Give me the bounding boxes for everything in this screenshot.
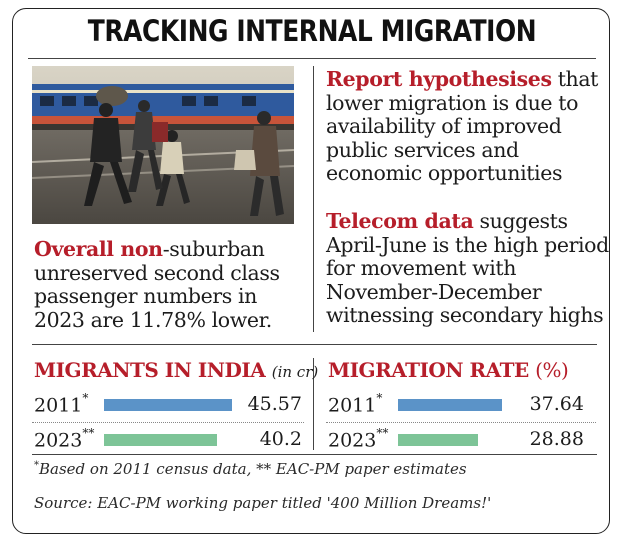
category-label: 2011 <box>34 394 83 417</box>
category-label: 2023 <box>328 429 377 452</box>
footnote-divider <box>32 454 597 455</box>
column-divider-top <box>313 66 314 332</box>
migrants-chart-title-text: MIGRANTS IN INDIA <box>34 358 266 382</box>
section-divider <box>32 344 597 345</box>
category-mark: * <box>376 391 383 405</box>
category-mark: ** <box>376 426 389 440</box>
report-hypothesis-body: that lower migration is due to availabil… <box>326 67 599 185</box>
bar <box>104 399 232 411</box>
migrants-chart-title: MIGRANTS IN INDIA (in cr) <box>34 358 318 382</box>
passenger-statistic-body: -suburban unreserved second class passen… <box>34 237 280 332</box>
telecom-data-lead: Telecom data <box>326 209 474 233</box>
data-label: 45.57 <box>247 393 302 415</box>
passenger-statistic-text: Overall non-suburban unreserved second c… <box>34 237 304 332</box>
photo-illustration <box>32 66 294 224</box>
migration-rate-chart-title-text: MIGRATION RATE <box>328 358 529 382</box>
footnote: *Based on 2011 census data, ** EAC-PM pa… <box>34 460 467 478</box>
report-hypothesis-text: Report hypothesises that lower migration… <box>326 67 616 186</box>
bar-label: 2011* <box>328 391 383 417</box>
bar-label: 2011* <box>34 391 89 417</box>
infographic-frame <box>12 8 610 534</box>
footnote-mark-2: ** <box>256 460 272 478</box>
passenger-statistic-lead: Overall non <box>34 237 163 261</box>
data-label: 40.2 <box>259 428 302 450</box>
source-note: Source: EAC-PM working paper titled '400… <box>34 494 492 512</box>
category-mark: * <box>82 391 89 405</box>
category-label: 2011 <box>328 394 377 417</box>
migration-rate-chart-title: MIGRATION RATE (%) <box>328 358 569 382</box>
footnote-mark-1: * <box>34 460 39 471</box>
bar <box>398 434 478 446</box>
footnote-text-1: Based on 2011 census data, <box>39 460 257 478</box>
bar-label: 2023** <box>34 426 95 452</box>
bar <box>398 399 502 411</box>
row-divider <box>32 422 304 423</box>
column-divider-bottom <box>313 358 314 450</box>
bar-label: 2023** <box>328 426 389 452</box>
page-title: TRACKING INTERNAL MIGRATION <box>87 14 537 48</box>
telecom-data-text: Telecom data suggests April-June is the … <box>326 209 616 328</box>
migrants-chart-unit: (in cr) <box>271 363 319 381</box>
bar <box>104 434 217 446</box>
footnote-text-2: EAC-PM paper estimates <box>271 460 467 478</box>
category-label: 2023 <box>34 429 83 452</box>
row-divider <box>326 422 596 423</box>
report-hypothesis-lead: Report hypothesises <box>326 67 552 91</box>
data-label: 37.64 <box>529 393 584 415</box>
migration-rate-chart-unit: (%) <box>535 358 569 382</box>
telecom-data-body: suggests April-June is the high period f… <box>326 209 609 327</box>
railway-platform-photo <box>32 66 294 224</box>
data-label: 28.88 <box>529 428 584 450</box>
category-mark: ** <box>82 426 95 440</box>
title-divider <box>28 58 596 59</box>
